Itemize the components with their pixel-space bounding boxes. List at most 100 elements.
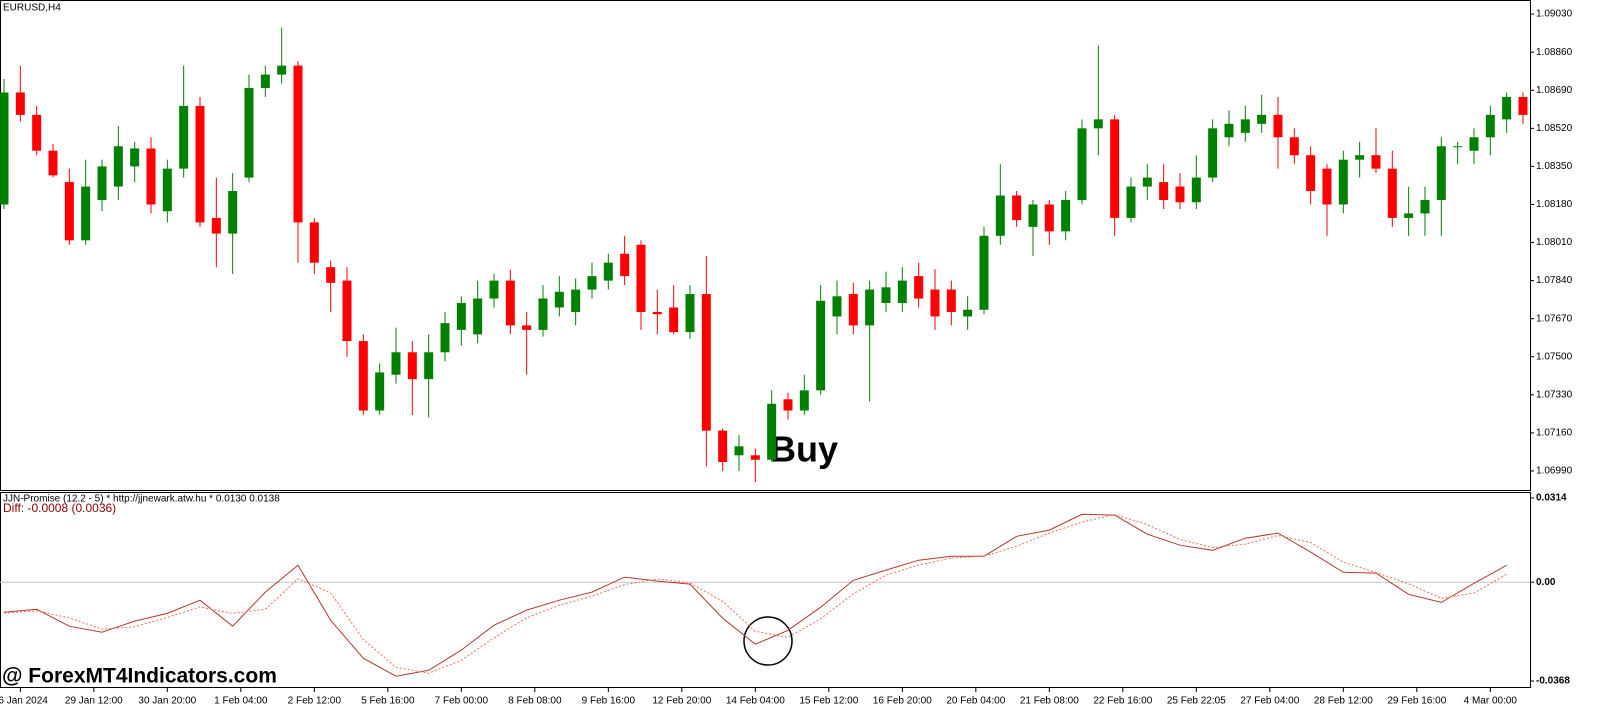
candle-body: [636, 244, 646, 312]
candle-body: [963, 309, 973, 317]
indicator-line: [3, 513, 1507, 677]
candle-body: [1453, 146, 1463, 148]
candle-body: [799, 390, 809, 411]
candle-body: [522, 325, 532, 330]
candle-body: [440, 323, 450, 353]
y-tick-label: 1.08010: [1536, 237, 1573, 248]
candle-body: [1126, 186, 1136, 218]
candle-body: [179, 105, 189, 169]
x-tick-label: 28 Feb 12:00: [1314, 696, 1373, 707]
candle-body: [489, 280, 499, 299]
candle-body: [0, 92, 9, 205]
y-tick-label: 1.08520: [1536, 123, 1573, 134]
candle-body: [1420, 199, 1430, 214]
candle-body: [130, 148, 140, 167]
candle-body: [897, 280, 907, 304]
candle-body: [832, 296, 842, 317]
candle-body: [277, 65, 287, 75]
y-tick-label: 1.08180: [1536, 199, 1573, 210]
candle-body: [1273, 114, 1283, 138]
candle-body: [554, 291, 564, 308]
candle-body: [685, 294, 695, 333]
candle-body: [587, 276, 597, 290]
candle-body: [407, 352, 417, 380]
candle-body: [1012, 195, 1022, 221]
candle-body: [1371, 155, 1381, 169]
candle-body: [1518, 96, 1528, 115]
candle-body: [146, 148, 156, 205]
x-tick-label: 21 Feb 08:00: [1020, 696, 1079, 707]
candle-body: [1436, 146, 1446, 200]
candle-body: [342, 280, 352, 342]
x-tick-label: 20 Feb 04:00: [946, 696, 1005, 707]
candle-body: [1224, 123, 1234, 138]
y-tick-label: 1.07500: [1536, 351, 1573, 362]
y-tick-label: 1.09030: [1536, 9, 1573, 20]
y-tick-label: 1.07160: [1536, 428, 1573, 439]
candle-body: [358, 341, 368, 411]
x-tick-label: 14 Feb 04:00: [726, 696, 785, 707]
candle-body: [979, 235, 989, 310]
y-tick-label: 1.08690: [1536, 85, 1573, 96]
candle-body: [701, 294, 711, 431]
candle-body: [1110, 119, 1120, 218]
candle-body: [15, 92, 25, 115]
x-tick-label: 22 Feb 16:00: [1093, 696, 1152, 707]
candle-body: [228, 191, 238, 234]
candle-body: [1257, 114, 1267, 124]
candle-body: [1338, 159, 1348, 205]
x-tick-label: 5 Feb 16:00: [361, 696, 415, 707]
annotation: Buy: [770, 429, 838, 470]
candle-body: [1289, 137, 1299, 156]
candle-body: [162, 168, 172, 212]
indicator-title: JJN-Promise (12.2 - 5) * http://jjnewark…: [3, 494, 280, 505]
indicator-subtitle: Diff: -0.0008 (0.0036): [3, 501, 116, 515]
candle-body: [946, 289, 956, 312]
candle-body: [505, 280, 515, 326]
candle-body: [48, 150, 58, 176]
x-tick-label: 4 Mar 00:00: [1464, 696, 1518, 707]
candle-body: [1240, 119, 1250, 133]
candle-body: [1306, 155, 1316, 192]
candle-body: [1142, 177, 1152, 187]
candle-body: [620, 253, 630, 277]
candle-body: [783, 399, 793, 411]
indicator-line: [3, 514, 1507, 674]
candle-body: [718, 430, 728, 463]
x-tick-label: 26 Jan 2024: [0, 696, 48, 707]
candle-body: [1485, 114, 1495, 138]
x-tick-label: 8 Feb 08:00: [508, 696, 562, 707]
y-tick-label: 0.0314: [1536, 493, 1567, 504]
candle-body: [375, 372, 385, 411]
candle-body: [1404, 213, 1414, 218]
y-tick-label: 1.07330: [1536, 389, 1573, 400]
y-tick-label: 1.07670: [1536, 313, 1573, 324]
candle-body: [914, 276, 924, 299]
x-tick-label: 27 Feb 04:00: [1240, 696, 1299, 707]
candle-body: [734, 446, 744, 456]
candle-body: [1502, 96, 1512, 120]
candle-body: [1387, 168, 1397, 218]
candle-body: [326, 267, 336, 283]
candle-body: [995, 195, 1005, 236]
candle-body: [669, 307, 679, 333]
candle-body: [1159, 182, 1169, 200]
main-panel-frame: [0, 0, 1531, 491]
watermark: @ ForexMT4Indicators.com: [2, 665, 277, 688]
x-tick-label: 9 Feb 16:00: [582, 696, 636, 707]
candle-body: [603, 262, 613, 281]
candle-body: [456, 303, 466, 330]
highlight-circle: [743, 616, 793, 666]
y-tick-label: 1.08350: [1536, 161, 1573, 172]
x-tick-label: 12 Feb 20:00: [652, 696, 711, 707]
chart-title: EURUSD,H4: [3, 3, 61, 14]
y-tick-label: 0.00: [1536, 577, 1556, 588]
y-tick-label: 1.06990: [1536, 466, 1573, 477]
candle-body: [865, 289, 875, 326]
candle-body: [1191, 177, 1201, 203]
x-tick-label: 30 Jan 20:00: [138, 696, 196, 707]
candle-body: [881, 287, 891, 304]
candle-body: [1028, 204, 1038, 227]
candle-body: [211, 217, 221, 234]
